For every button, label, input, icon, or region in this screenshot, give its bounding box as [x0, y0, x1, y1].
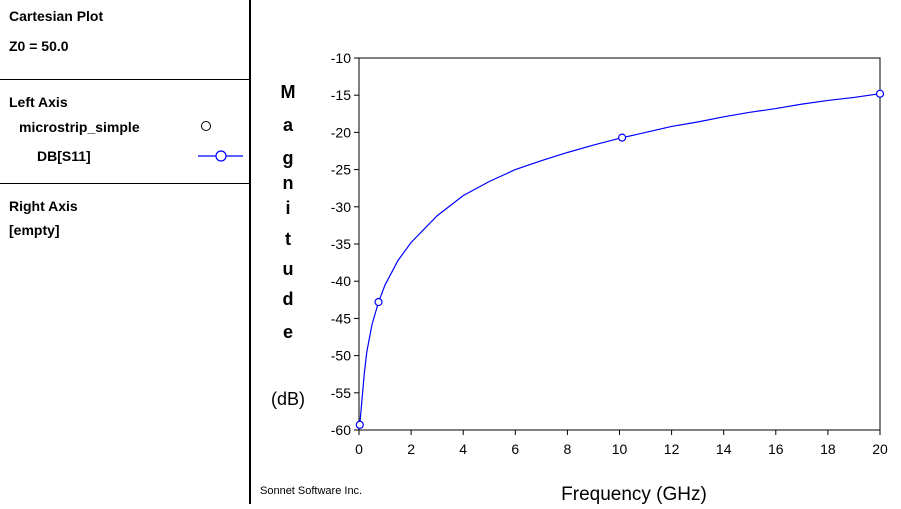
y-axis-label-letter: e — [283, 322, 293, 342]
y-tick-label: -25 — [331, 162, 351, 178]
x-tick-label: 6 — [511, 441, 519, 457]
x-tick-label: 0 — [355, 441, 363, 457]
y-axis-label-letter: M — [281, 82, 296, 102]
x-axis-label: Frequency (GHz) — [561, 484, 707, 504]
y-tick-label: -35 — [331, 236, 351, 252]
trace-line-marker-icon — [198, 150, 243, 162]
y-tick-label: -15 — [331, 87, 351, 103]
right-axis-status: [empty] — [9, 222, 60, 238]
data-point-marker[interactable] — [875, 89, 885, 98]
x-tick-label: 18 — [820, 441, 836, 457]
legend-panel: Cartesian Plot Z0 = 50.0 Left Axis micro… — [0, 0, 251, 504]
x-tick-label: 14 — [716, 441, 732, 457]
z0-label: Z0 = 50.0 — [9, 38, 69, 54]
plot-area[interactable]: -10 -15 -20 -25 -30 -35 -40 -45 -50 -55 -60 0 2 4 6 8 10… — [252, 0, 901, 505]
y-tick-label: -30 — [331, 199, 351, 215]
x-tick-label: 2 — [407, 441, 415, 457]
x-tick-label: 8 — [564, 441, 572, 457]
x-tick-label: 12 — [664, 441, 680, 457]
y-tick-label: -20 — [331, 124, 351, 140]
y-axis-label-letter: u — [283, 259, 294, 279]
trace-name[interactable]: DB[S11] — [37, 148, 91, 164]
x-tick-label: 4 — [459, 441, 467, 457]
y-tick-label: -45 — [331, 310, 351, 326]
right-axis-section[interactable]: Right Axis [empty] — [0, 184, 250, 504]
plot-info-section: Cartesian Plot Z0 = 50.0 — [0, 0, 250, 80]
y-tick-label: -50 — [331, 348, 351, 364]
data-point-marker[interactable] — [618, 133, 627, 142]
y-axis-label-letter: i — [285, 198, 290, 218]
y-axis-label-letter: g — [283, 148, 294, 168]
project-name[interactable]: microstrip_simple — [19, 119, 140, 135]
chart-svg[interactable]: -10 -15 -20 -25 -30 -35 -40 -45 -50 -55 -600 2 4 6 8 10… — [252, 0, 901, 505]
y-tick-label: -40 — [331, 273, 351, 289]
right-axis-heading: Right Axis — [9, 198, 78, 214]
left-axis-heading: Left Axis — [9, 94, 68, 110]
data-point-marker[interactable] — [374, 297, 383, 307]
y-tick-label: -10 — [331, 50, 351, 66]
left-axis-section[interactable]: Left Axis microstrip_simple DB[S11] — [0, 80, 250, 184]
plot-title: Cartesian Plot — [9, 8, 104, 24]
y-axis-unit-label: (dB) — [271, 389, 305, 409]
project-circle-icon — [201, 121, 211, 131]
y-tick-label: -60 — [331, 422, 351, 438]
x-tick-label: 16 — [768, 441, 784, 457]
y-axis-label-letter: d — [283, 289, 294, 309]
y-axis-label-letter: a — [283, 115, 294, 135]
credit-text: Sonnet Software Inc. — [260, 485, 362, 497]
y-axis-label-letter: t — [285, 229, 291, 249]
y-tick-label: -55 — [331, 385, 351, 401]
x-tick-label: 10 — [612, 441, 628, 457]
data-point-marker[interactable] — [355, 420, 364, 429]
x-tick-label: 20 — [872, 441, 888, 457]
series-line-db-s11[interactable] — [359, 93, 881, 425]
y-axis-label-letter: n — [283, 173, 294, 193]
plot-frame — [358, 57, 881, 431]
